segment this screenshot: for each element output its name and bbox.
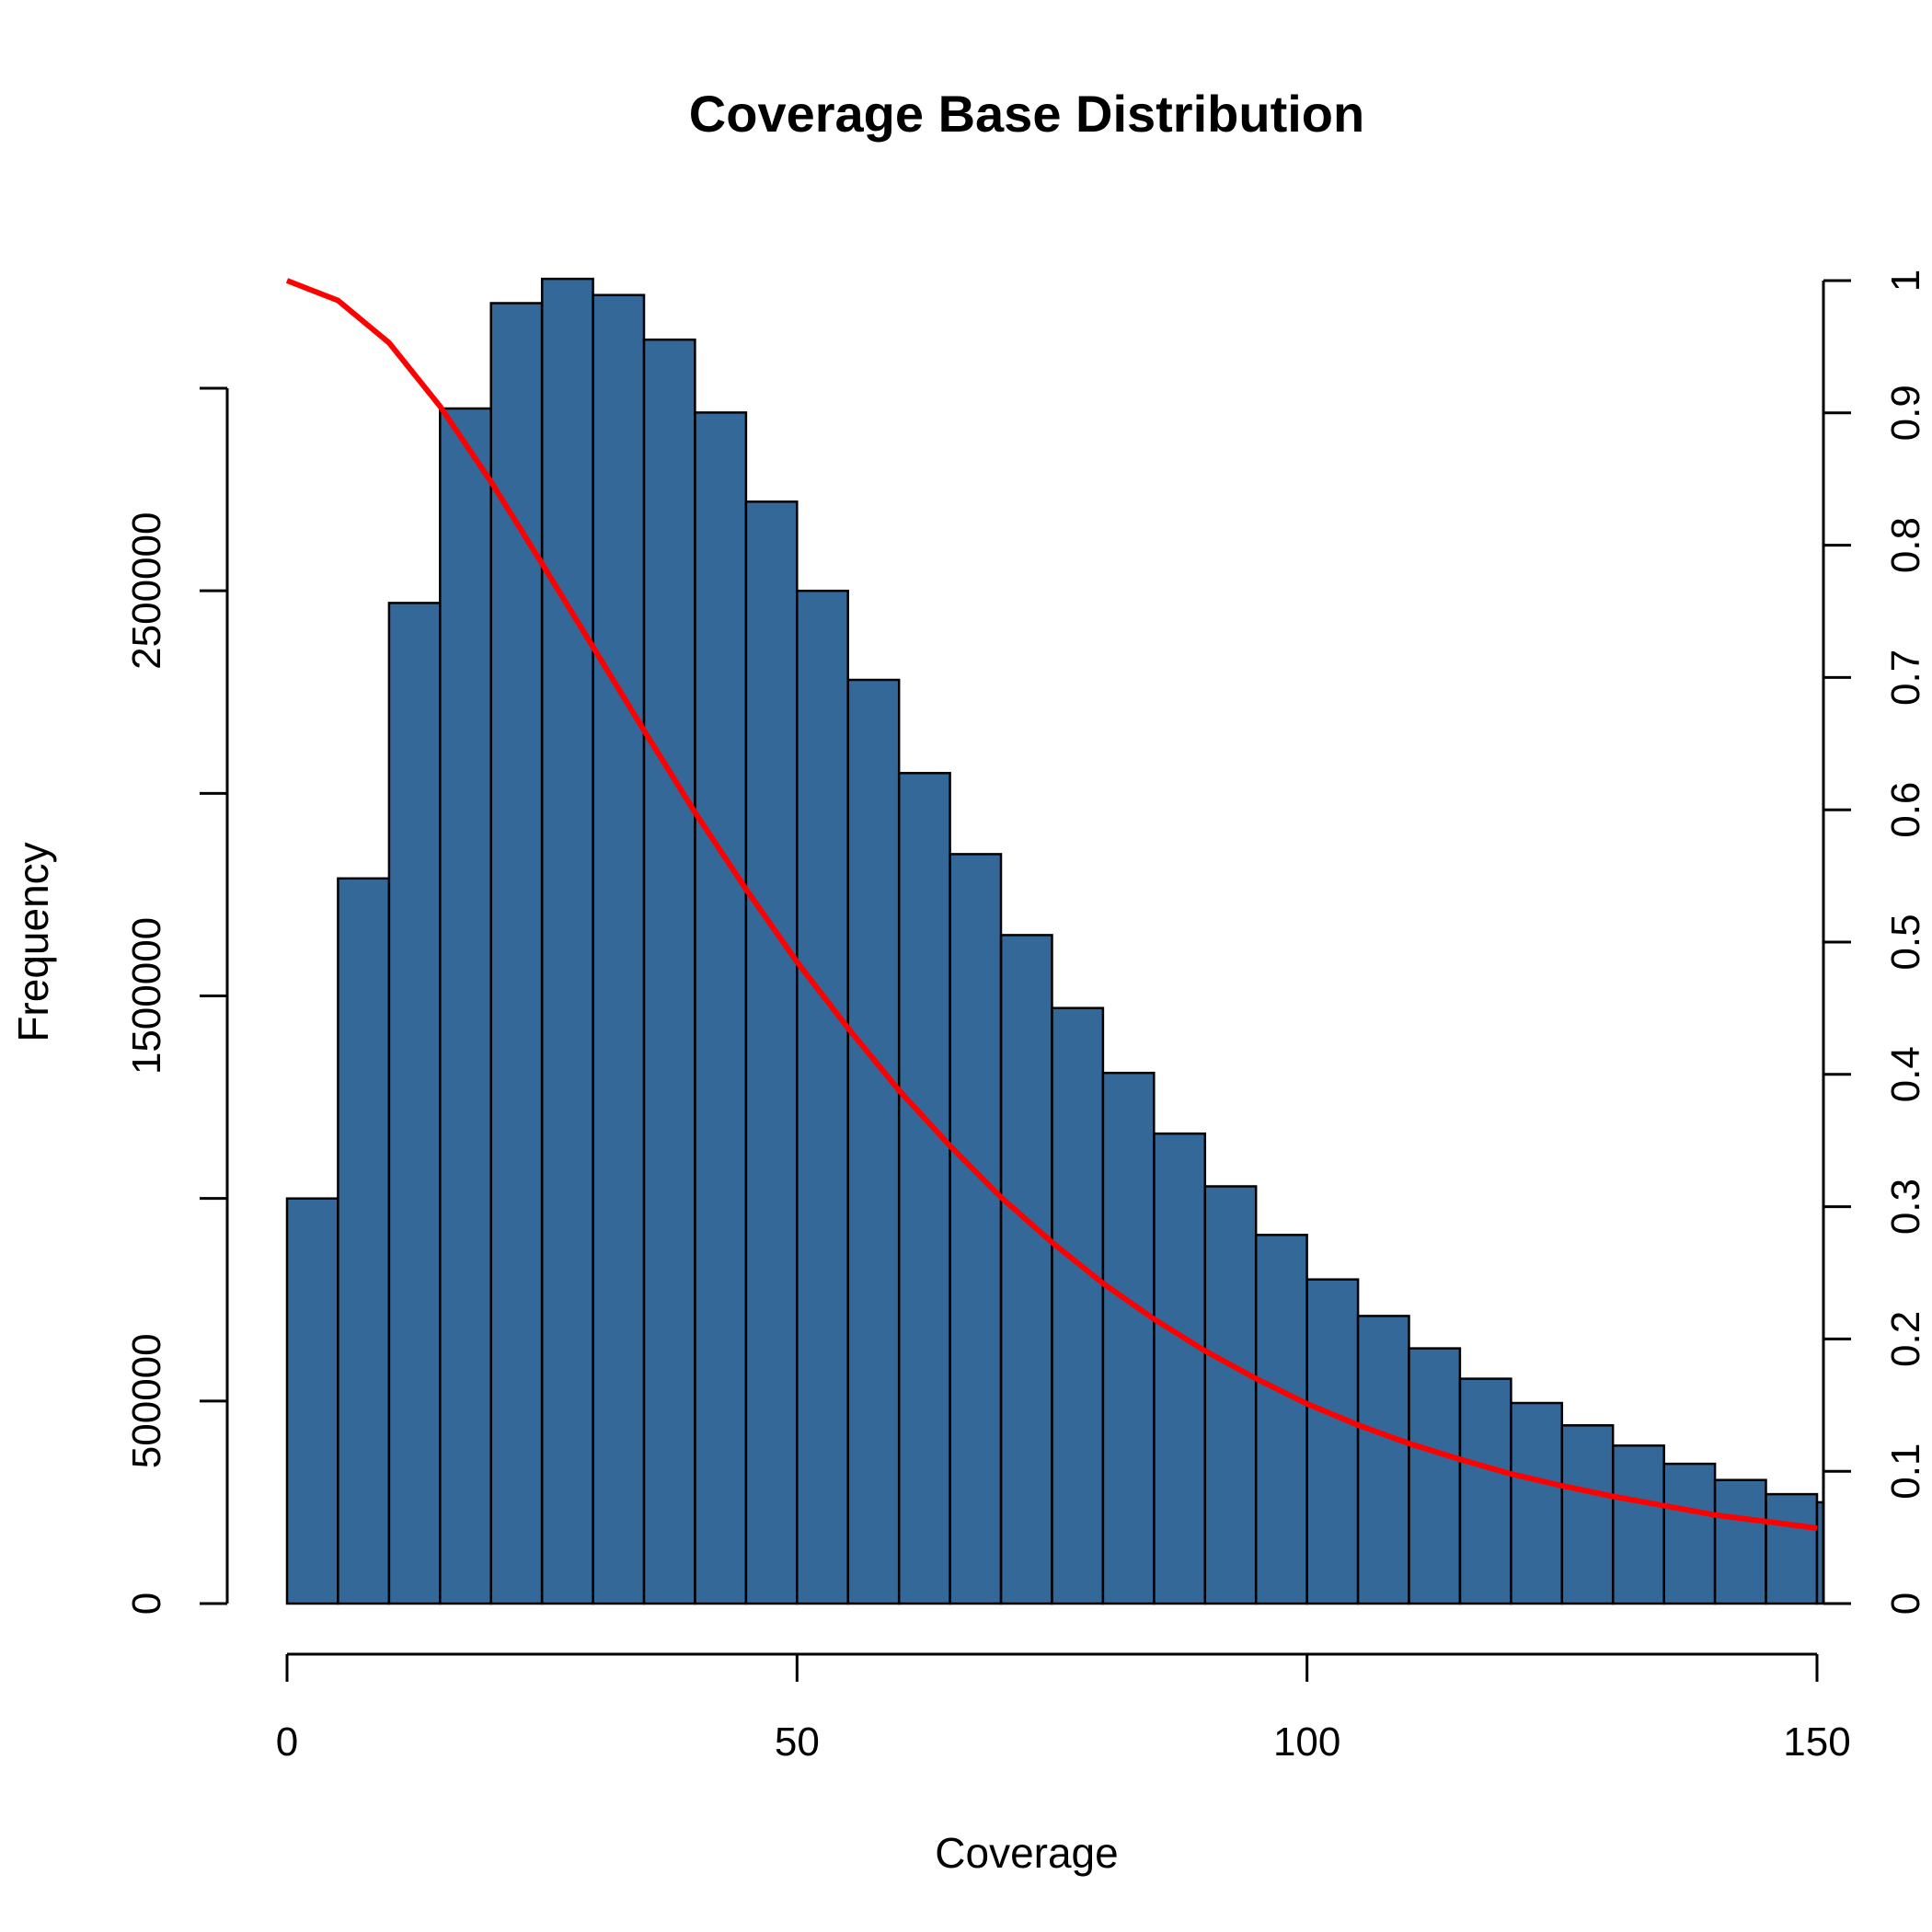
histogram-bar <box>1765 1492 1819 1605</box>
histogram-bar <box>744 500 799 1605</box>
y-right-tick-label: 0.6 <box>1883 782 1928 838</box>
histogram-bar <box>897 772 951 1605</box>
y-left-axis: 0 500000 1500000 2500000 <box>124 386 229 1615</box>
histogram-bar <box>285 1197 339 1605</box>
x-axis: 0 50 100 150 <box>276 1652 1851 1765</box>
histogram-bar <box>1612 1444 1665 1605</box>
y-right-tick-label: 0.8 <box>1883 517 1928 573</box>
histogram-bar <box>694 411 748 1605</box>
histogram-bar <box>439 407 492 1605</box>
x-tick-label: 150 <box>1783 1719 1850 1765</box>
x-axis-label: Coverage <box>935 1829 1118 1877</box>
y-right-tick-label: 1 <box>1883 270 1928 292</box>
x-tick-label: 50 <box>775 1719 820 1765</box>
histogram-bar <box>1408 1347 1462 1605</box>
histogram-bar <box>1101 1071 1156 1605</box>
y-right-tick-label: 0.5 <box>1883 914 1928 970</box>
y-left-tick-label: 0 <box>124 1593 169 1615</box>
x-tick-label: 100 <box>1273 1719 1340 1765</box>
histogram-bar <box>1203 1185 1258 1605</box>
histogram-bar <box>1305 1278 1360 1605</box>
y-right-tick-label: 0.4 <box>1883 1046 1928 1102</box>
y-right-tick-label: 0.2 <box>1883 1311 1928 1367</box>
histogram-bar <box>999 934 1053 1605</box>
bars-group <box>285 277 1825 1605</box>
histogram-bar <box>1254 1234 1308 1605</box>
histogram-bar <box>1560 1424 1615 1605</box>
histogram-bar <box>1662 1462 1717 1605</box>
y-right-tick-label: 0.7 <box>1883 650 1928 706</box>
y-left-tick-label: 2500000 <box>124 512 169 670</box>
histogram-bar <box>1458 1377 1512 1605</box>
histogram-bar <box>1713 1478 1767 1605</box>
chart-title: Coverage Base Distribution <box>689 85 1364 143</box>
y-left-tick-label: 1500000 <box>124 917 169 1075</box>
histogram-bar <box>796 589 849 1605</box>
y-axis-label: Frequency <box>9 842 57 1041</box>
y-right-axis: 0 0.1 0.2 0.3 0.4 0.5 0.6 0.7 0.8 0.9 1 <box>1822 270 1928 1615</box>
histogram-bar <box>1051 1006 1105 1605</box>
y-right-tick-label: 0.3 <box>1883 1179 1928 1235</box>
histogram-bar <box>540 277 594 1605</box>
y-right-tick-label: 0.1 <box>1883 1443 1928 1500</box>
histogram-bar <box>846 678 901 1605</box>
histogram-bar <box>642 338 696 1605</box>
y-right-tick-label: 0.9 <box>1883 385 1928 441</box>
cumulative-curve <box>285 278 1818 1531</box>
histogram-bar <box>387 602 442 1605</box>
histogram-bar <box>1510 1401 1564 1605</box>
histogram-bar <box>1153 1132 1207 1605</box>
histogram-bar <box>592 293 646 1605</box>
x-tick-label: 0 <box>276 1719 298 1765</box>
histogram-bar <box>337 877 391 1605</box>
y-left-tick-label: 500000 <box>124 1333 169 1468</box>
histogram-bar <box>949 853 1003 1605</box>
y-right-tick-label: 0 <box>1883 1593 1928 1615</box>
histogram-bar <box>1356 1315 1410 1605</box>
